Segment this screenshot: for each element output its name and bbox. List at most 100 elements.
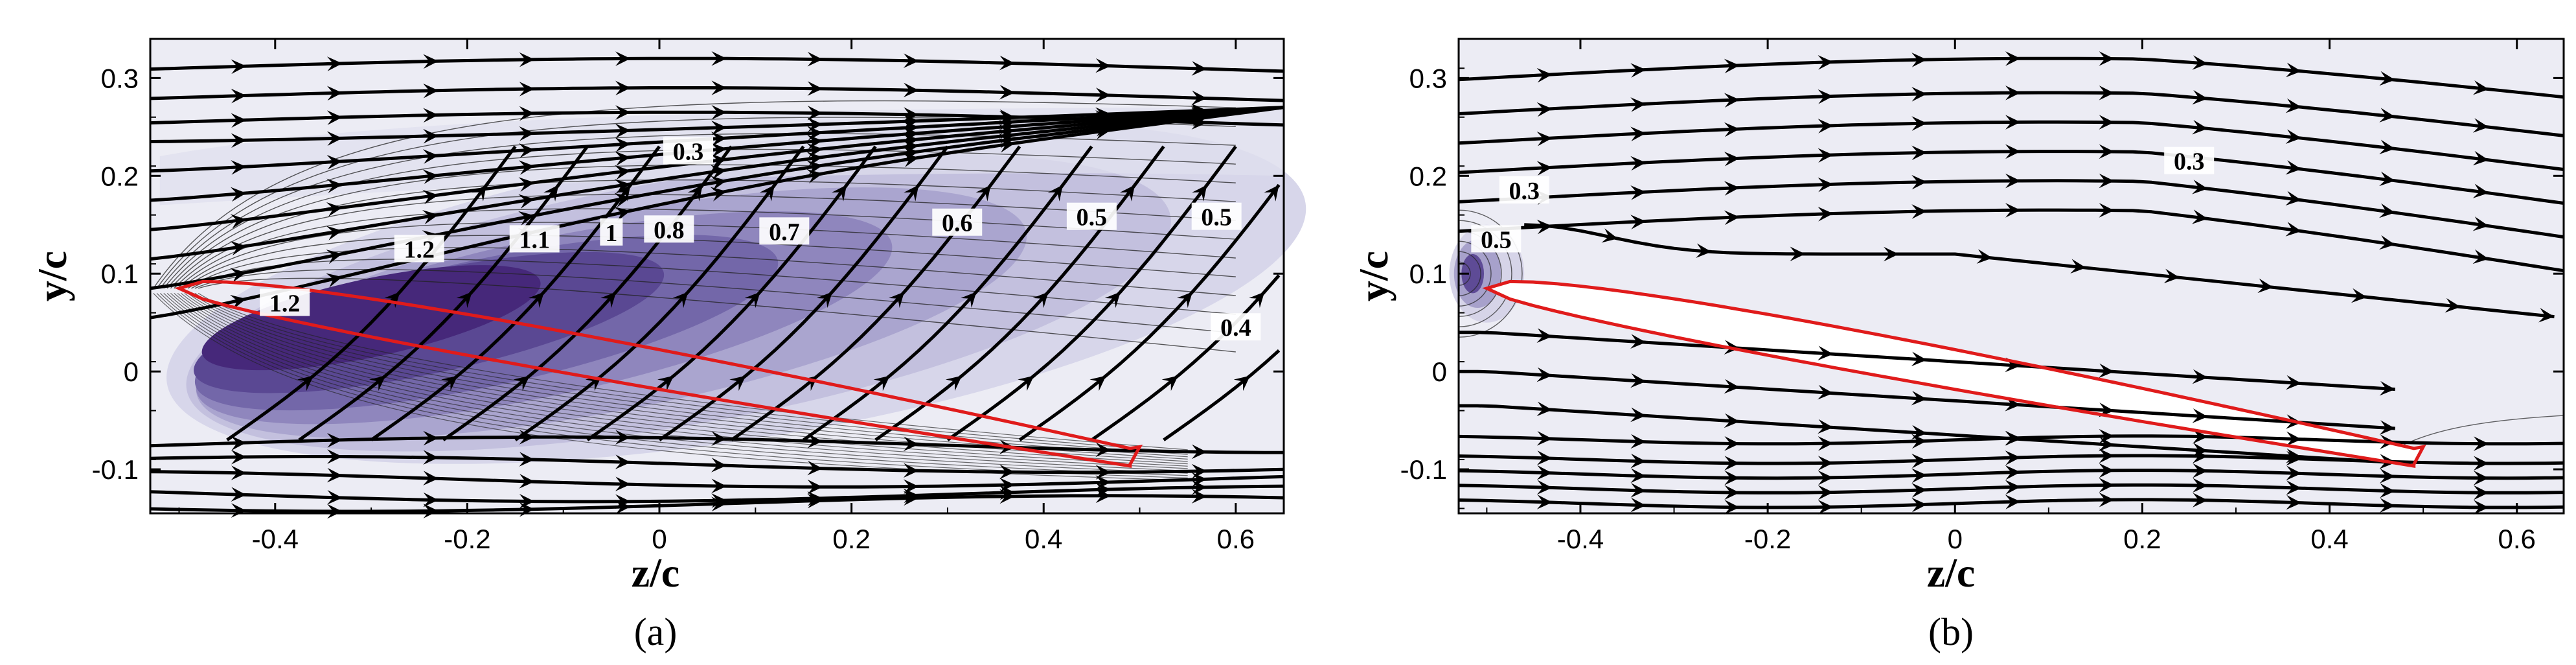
panel-label: (b) <box>1928 611 1974 653</box>
streamline-arrow <box>1911 145 1927 161</box>
streamline-arrow <box>326 490 343 505</box>
streamline-arrow <box>615 123 631 139</box>
panel-label: (a) <box>634 611 678 653</box>
streamline-arrow <box>1818 119 1834 134</box>
streamline-arrow <box>1536 161 1553 176</box>
streamline-arrow <box>711 458 727 472</box>
streamline-arrow <box>1911 52 1927 67</box>
streamline-arrow <box>902 152 919 168</box>
streamline-arrow <box>615 80 631 96</box>
streamline-arrow <box>1818 177 1834 192</box>
contour-label-box <box>1211 313 1261 341</box>
streamline-arrow <box>230 268 247 283</box>
streamline-arrow <box>1818 456 1834 471</box>
streamline-arrow <box>615 430 631 445</box>
streamline-arrow <box>2192 180 2208 194</box>
streamline-arrow <box>2099 449 2115 463</box>
streamline-arrow <box>1818 55 1834 70</box>
streamline-arrow <box>1630 453 1647 469</box>
streamline-arrow <box>326 250 343 264</box>
streamline-arrow <box>711 51 727 66</box>
streamline-arrow <box>1047 185 1063 202</box>
streamline-arrow <box>1095 482 1111 497</box>
streamline-arrow <box>543 185 559 202</box>
streamline-arrow <box>832 185 847 202</box>
streamline-arrow <box>1911 174 1927 190</box>
streamline-arrow <box>904 185 919 202</box>
contour-label: 0.5 <box>1077 204 1108 231</box>
contour-line <box>170 292 1188 469</box>
streamline-arrow <box>456 292 472 309</box>
streamline-arrow <box>1119 185 1135 202</box>
streamline-arrow <box>231 187 247 202</box>
x-tick-label: 0 <box>652 524 667 554</box>
streamline-arrow <box>1536 450 1553 465</box>
x-tick-label: 0.6 <box>2498 524 2536 554</box>
contour-line <box>1458 261 1471 286</box>
streamline-arrow <box>615 454 631 469</box>
streamline <box>1459 331 2395 391</box>
streamline-arrow <box>326 202 343 217</box>
streamline-arrow <box>1724 151 1740 167</box>
contour-line <box>187 247 1236 296</box>
y-tick-label: 0.2 <box>101 161 139 191</box>
streamline-arrow <box>423 430 439 446</box>
streamline-arrow <box>999 55 1015 71</box>
streamline-arrow <box>615 105 631 120</box>
streamline-arrow <box>2472 216 2489 231</box>
streamline-arrow <box>2099 463 2115 478</box>
streamline-arrow <box>2005 173 2021 189</box>
streamline-arrow <box>615 476 631 492</box>
streamline-arrow <box>422 189 439 205</box>
y-tick-label: 0.3 <box>101 63 139 93</box>
streamline-arrow <box>1630 215 1647 229</box>
streamline-arrow <box>2192 55 2208 70</box>
streamline-arrow <box>1536 328 1553 343</box>
airfoil-outline <box>1482 279 2426 468</box>
x-tick-label: 0.4 <box>1025 524 1062 554</box>
streamline-arrow <box>2098 363 2115 379</box>
streamline-arrow <box>326 273 343 288</box>
streamline-arrow <box>2379 420 2395 435</box>
streamline-arrow <box>528 292 545 309</box>
streamline-arrow <box>759 185 775 202</box>
streamline-arrow <box>2380 498 2395 513</box>
streamline-arrow <box>1601 228 1618 243</box>
streamline-arrow <box>2099 478 2115 493</box>
streamline-arrow <box>2163 268 2180 284</box>
streamline-arrow <box>902 139 919 155</box>
streamline-arrow <box>903 126 919 142</box>
streamline-arrow <box>2286 465 2302 481</box>
streamline-arrow <box>326 131 343 146</box>
streamline-arrow <box>231 59 247 75</box>
y-tick-label: 0.1 <box>1409 259 1447 289</box>
streamline-arrow <box>1911 483 1927 498</box>
streamline-arrow <box>1724 485 1740 500</box>
streamline-arrow <box>2378 235 2395 250</box>
streamline-arrow <box>615 51 631 66</box>
streamline-arrow <box>807 493 823 509</box>
panel-b: 0.3 0.5 0.3 -0.4 -0.2 0 0.2 0.4 0.6 -0.1 0 0.1 0.2… <box>1351 38 2565 653</box>
streamline-arrow <box>2193 449 2208 463</box>
streamline-arrow <box>1818 436 1834 451</box>
streamline-arrow <box>1104 292 1121 309</box>
streamline-arrow <box>614 165 631 180</box>
streamline-arrow <box>2193 478 2208 493</box>
streamline-arrow <box>2099 144 2115 159</box>
streamline-arrow <box>1630 185 1647 200</box>
streamline-arrow <box>2285 129 2302 144</box>
streamline-arrow <box>903 121 919 135</box>
streamline-arrow <box>687 185 703 202</box>
streamline-arrow <box>1818 419 1834 434</box>
streamline-arrow <box>961 292 977 309</box>
streamline-arrow <box>2192 119 2208 135</box>
streamline-arrow <box>518 177 535 192</box>
streamline-arrow <box>711 431 727 447</box>
streamline-arrow <box>231 160 247 175</box>
streamline-arrow <box>2099 115 2115 130</box>
streamline-arrow <box>2286 495 2302 510</box>
streamline-arrow <box>369 375 386 391</box>
streamline-arrow <box>2286 450 2302 466</box>
streamline-arrow <box>231 465 247 480</box>
streamline-arrow <box>2445 298 2461 313</box>
